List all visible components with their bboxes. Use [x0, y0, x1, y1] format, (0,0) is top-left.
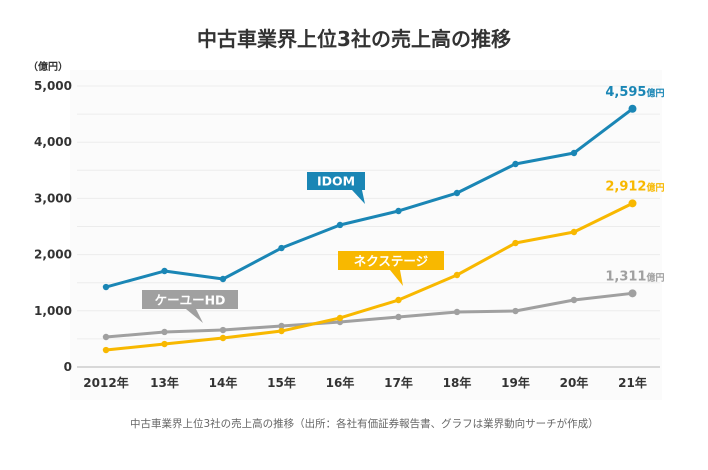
data-point: [453, 308, 461, 316]
data-point: [219, 275, 227, 283]
data-point: [512, 239, 519, 247]
callout-box: [142, 290, 238, 309]
x-tick-label: 17年: [384, 375, 413, 390]
x-tick-label: 18年: [443, 375, 472, 390]
y-tick-label: 5,000: [34, 79, 72, 93]
callout-pointer: [352, 190, 365, 204]
y-axis-unit: （億円）: [28, 60, 68, 73]
data-point: [219, 326, 227, 334]
data-point: [395, 207, 402, 215]
y-tick-label: 4,000: [34, 135, 72, 149]
chart-caption: 中古車業界上位3社の売上高の推移（出所：各社有価証券報告書、グラフは業界動向サー…: [130, 417, 599, 430]
series-line: [105, 291, 633, 339]
data-point: [570, 296, 578, 304]
series-label-callout: ケーユーHD: [142, 290, 238, 323]
callout-pointer: [186, 309, 203, 323]
data-point: [278, 322, 285, 330]
data-point: [336, 221, 344, 229]
series-name-label: ケーユーHD: [155, 293, 226, 308]
series-0: [102, 104, 637, 291]
data-point: [628, 104, 637, 113]
callout-box: [307, 172, 365, 190]
data-point: [102, 333, 110, 341]
data-point: [570, 228, 578, 236]
series-line: [105, 201, 634, 352]
x-tick-label: 21年: [618, 375, 647, 390]
data-point: [161, 328, 168, 336]
data-point: [512, 307, 519, 315]
data-point: [453, 271, 461, 279]
data-point: [395, 296, 402, 304]
data-point: [161, 340, 168, 348]
x-tick-label: 20年: [560, 375, 589, 390]
x-tick-label: 16年: [326, 375, 355, 390]
data-point: [628, 199, 637, 208]
data-point: [336, 314, 344, 322]
data-point: [628, 289, 637, 298]
data-point: [453, 189, 461, 197]
series-1: [102, 199, 637, 354]
data-point: [161, 267, 168, 275]
y-tick-label: 2,000: [34, 248, 72, 262]
y-tick-label: 1,000: [34, 304, 72, 318]
x-tick-label: 19年: [501, 375, 530, 390]
series-name-label: ネクステージ: [354, 254, 429, 269]
chart-title: 中古車業界上位3社の売上高の推移: [197, 27, 511, 51]
end-value-label: 4,595億円: [605, 85, 664, 100]
data-point: [102, 346, 110, 354]
data-point: [395, 313, 402, 321]
y-tick-label: 3,000: [34, 191, 72, 205]
end-value-label: 1,311億円: [605, 269, 664, 284]
data-point: [570, 149, 578, 157]
callout-box: [338, 251, 444, 270]
data-point: [102, 283, 110, 291]
series-name-label: IDOM: [317, 174, 355, 189]
series-label-callout: ネクステージ: [338, 251, 444, 286]
x-tick-label: 2012年: [83, 375, 128, 390]
callout-pointer: [390, 270, 403, 286]
data-point: [278, 244, 285, 252]
y-tick-label: 0: [64, 360, 72, 374]
series-label-callout: IDOM: [307, 172, 365, 204]
series-line: [105, 107, 634, 289]
data-point: [219, 334, 227, 342]
x-tick-label: 14年: [209, 375, 238, 390]
x-tick-label: 13年: [150, 375, 179, 390]
data-point: [512, 160, 519, 168]
data-point: [278, 327, 285, 335]
series-2: [102, 289, 637, 341]
x-tick-label: 15年: [267, 375, 296, 390]
end-value-label: 2,912億円: [605, 179, 664, 194]
